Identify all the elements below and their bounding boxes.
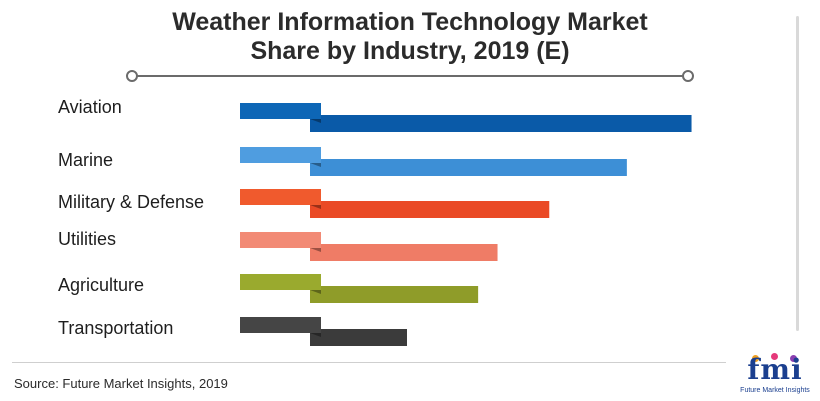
source-note: Source: Future Market Insights, 2019 bbox=[14, 376, 228, 391]
bar-fold-aviation bbox=[310, 119, 321, 123]
fmi-logo: fmi Future Market Insights bbox=[738, 353, 812, 399]
bar-fold-agriculture bbox=[310, 290, 321, 294]
divider-right-dot bbox=[682, 70, 694, 82]
bar-utilities bbox=[310, 244, 498, 261]
bar-tab-utilities bbox=[240, 232, 321, 248]
bar-tab-agriculture bbox=[240, 274, 321, 290]
scrollbar[interactable] bbox=[796, 16, 799, 331]
chart-title-line-2: Share by Industry, 2019 (E) bbox=[250, 37, 570, 65]
bar-fold-utilities bbox=[310, 248, 321, 252]
category-label-transportation: Transportation bbox=[58, 318, 174, 338]
chart-title-line-1: Weather Information Technology Market bbox=[172, 8, 648, 36]
divider-left-dot bbox=[126, 70, 138, 82]
category-label-agriculture: Agriculture bbox=[58, 275, 145, 295]
bar-tab-aviation bbox=[240, 103, 321, 119]
category-label-military-defense: Military & Defense bbox=[58, 192, 205, 212]
logo-mark: fmi bbox=[747, 353, 803, 386]
footer-divider bbox=[12, 362, 726, 363]
bar-military-defense bbox=[310, 201, 550, 218]
bar-transportation bbox=[310, 329, 407, 346]
category-label-utilities: Utilities bbox=[58, 229, 117, 249]
logo-dot-purple bbox=[790, 355, 797, 362]
title-divider bbox=[132, 75, 687, 77]
bar-agriculture bbox=[310, 286, 479, 303]
bar-fold-transportation bbox=[310, 333, 321, 337]
bar-fold-marine bbox=[310, 163, 321, 167]
bar-tab-transportation bbox=[240, 317, 321, 333]
bar-tab-military-defense bbox=[240, 189, 321, 205]
bar-fold-military-defense bbox=[310, 205, 321, 209]
bar-marine bbox=[310, 159, 627, 176]
category-label-marine: Marine bbox=[58, 150, 114, 170]
bar-aviation bbox=[310, 115, 692, 132]
bar-tab-marine bbox=[240, 147, 321, 163]
logo-subtitle: Future Market Insights bbox=[740, 387, 810, 394]
chart-title: Weather Information Technology Market Sh… bbox=[110, 8, 710, 66]
logo-dot-orange bbox=[752, 355, 759, 362]
category-label-aviation: Aviation bbox=[58, 97, 122, 117]
logo-dot-pink bbox=[771, 353, 778, 360]
